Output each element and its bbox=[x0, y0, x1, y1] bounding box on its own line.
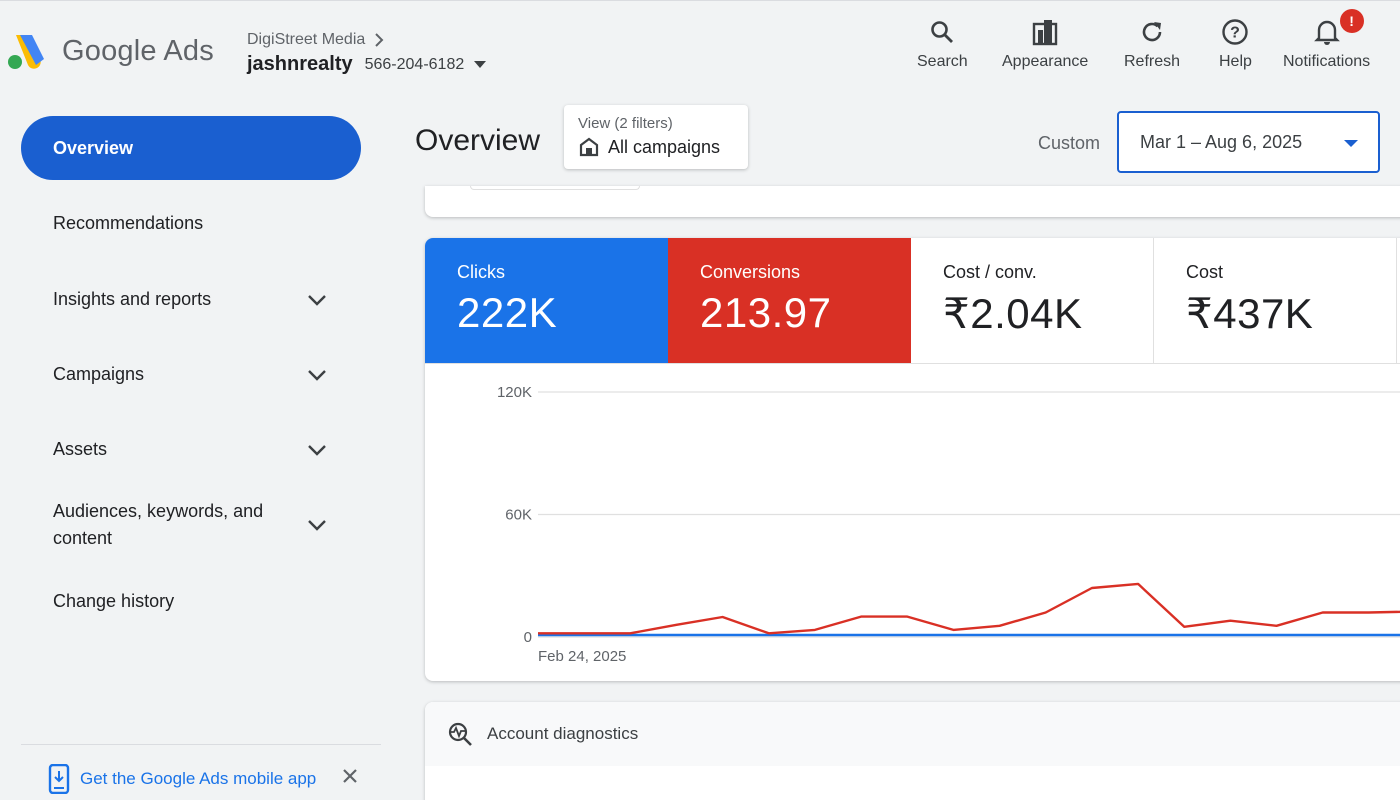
page-title: Overview bbox=[415, 124, 541, 157]
date-preset-label: Custom bbox=[1038, 133, 1101, 153]
sidebar-item-recommendations[interactable]: Recommendations bbox=[53, 210, 353, 237]
sidebar-item-insights-and-reports[interactable]: Insights and reports bbox=[53, 286, 353, 313]
metric-value: ₹437K bbox=[1186, 290, 1314, 337]
metric-value: ₹2.04K bbox=[943, 290, 1083, 337]
refresh-icon bbox=[1137, 17, 1167, 47]
search-icon bbox=[927, 17, 957, 47]
sidebar-item-assets[interactable]: Assets bbox=[53, 436, 353, 463]
help-label: Help bbox=[1219, 53, 1252, 70]
search-button[interactable]: Search bbox=[917, 17, 968, 71]
metric-tile-cost-per-conversion[interactable]: Cost / conv. ₹2.04K bbox=[911, 238, 1154, 363]
metric-label: Cost bbox=[1186, 262, 1224, 282]
date-range-picker[interactable]: Mar 1 – Aug 6, 2025 bbox=[1117, 111, 1380, 173]
refresh-button[interactable]: Refresh bbox=[1124, 17, 1180, 71]
metric-label: Clicks bbox=[457, 262, 505, 282]
view-filter-label: View (2 filters) bbox=[578, 115, 673, 132]
chevron-down-icon bbox=[305, 438, 329, 462]
account-name: jashnrealty bbox=[247, 53, 353, 75]
view-filter-value-text: All campaigns bbox=[608, 136, 721, 157]
notification-badge: ! bbox=[1339, 9, 1364, 33]
mobile-app-label: Get the Google Ads mobile app bbox=[80, 769, 317, 788]
metrics-divider bbox=[425, 363, 1400, 364]
refresh-label: Refresh bbox=[1124, 53, 1181, 70]
metric-tile-clicks[interactable]: Clicks 222K bbox=[425, 238, 668, 363]
account-id: 566-204-6182 bbox=[364, 55, 465, 73]
metric-tile-conversions[interactable]: Conversions 213.97 bbox=[668, 238, 911, 363]
notifications-button[interactable]: ! Notifications bbox=[1283, 9, 1371, 71]
sidebar-item-label: Audiences, keywords, and content bbox=[53, 501, 264, 548]
metric-label: Cost / conv. bbox=[943, 262, 1037, 282]
account-diagnostics-title: Account diagnostics bbox=[487, 724, 639, 743]
performance-line-chart: 120K 60K 0 Feb 24, 2025 bbox=[497, 384, 1400, 665]
bell-icon: ! bbox=[1312, 9, 1364, 47]
sidebar-item-campaigns[interactable]: Campaigns bbox=[53, 361, 353, 388]
campaign-icon bbox=[579, 137, 599, 157]
diagnostics-icon bbox=[448, 722, 472, 746]
account-breadcrumb[interactable]: DigiStreet Media bbox=[247, 31, 385, 49]
mobile-app-link[interactable]: Get the Google Ads mobile app bbox=[48, 764, 316, 794]
parent-account-label: DigiStreet Media bbox=[247, 31, 366, 48]
svg-text:?: ? bbox=[1231, 25, 1241, 42]
appearance-label: Appearance bbox=[1002, 53, 1089, 70]
appearance-icon bbox=[1030, 17, 1060, 47]
sidebar-item-label: Campaigns bbox=[53, 364, 145, 384]
search-label: Search bbox=[917, 53, 968, 70]
x-start-label: Feb 24, 2025 bbox=[538, 648, 626, 665]
summary-card bbox=[425, 186, 1400, 217]
help-icon: ? bbox=[1220, 17, 1250, 47]
y-tick-label: 60K bbox=[505, 507, 532, 524]
phone-icon bbox=[48, 764, 70, 794]
help-button[interactable]: ? Help bbox=[1219, 17, 1252, 71]
card-control-stub bbox=[470, 186, 640, 190]
performance-chart-card: Clicks 222K Conversions 213.97 Cost / co… bbox=[425, 238, 1400, 681]
series-line-conversions bbox=[538, 582, 1400, 635]
top-header: Google Ads DigiStreet Media jashnrealty … bbox=[0, 0, 1400, 100]
metric-value: 213.97 bbox=[700, 289, 832, 336]
sidebar-item-label: Assets bbox=[53, 439, 108, 459]
chevron-down-icon bbox=[305, 288, 329, 312]
metric-label: Conversions bbox=[700, 262, 801, 282]
sidebar-item-overview[interactable]: Overview bbox=[21, 116, 361, 180]
sidebar-item-label: Recommendations bbox=[53, 213, 204, 233]
sidebar-item-label: Change history bbox=[53, 591, 175, 611]
sidebar-item-audiences-keywords-content[interactable]: Audiences, keywords, and content bbox=[53, 498, 353, 552]
view-filter-value: All campaigns bbox=[578, 136, 734, 158]
y-tick-label: 0 bbox=[524, 629, 532, 646]
date-range-value: Mar 1 – Aug 6, 2025 bbox=[1140, 131, 1303, 152]
sidebar-divider bbox=[21, 744, 381, 745]
caret-down-icon bbox=[474, 61, 487, 68]
account-selector[interactable]: jashnrealty 566-204-6182 bbox=[247, 53, 487, 76]
notifications-label: Notifications bbox=[1283, 53, 1371, 70]
account-diagnostics-card: Account diagnostics bbox=[425, 702, 1400, 800]
sidebar-item-change-history[interactable]: Change history bbox=[53, 588, 353, 615]
metric-value: 222K bbox=[457, 289, 558, 336]
view-filter-selector[interactable]: View (2 filters) All campaigns bbox=[564, 105, 748, 169]
account-diagnostics-header[interactable]: Account diagnostics bbox=[425, 702, 1400, 766]
metric-tile-cost[interactable]: Cost ₹437K bbox=[1154, 238, 1397, 363]
caret-down-icon bbox=[1344, 140, 1358, 147]
appearance-button[interactable]: Appearance bbox=[1002, 17, 1088, 71]
chevron-down-icon bbox=[305, 363, 329, 387]
google-ads-logo bbox=[8, 35, 44, 69]
chevron-right-icon bbox=[375, 33, 384, 47]
close-icon[interactable] bbox=[340, 766, 360, 786]
brand-name: Google Ads bbox=[62, 35, 214, 67]
sidebar-item-label: Insights and reports bbox=[53, 289, 212, 309]
chevron-down-icon bbox=[305, 513, 329, 537]
y-tick-label: 120K bbox=[497, 384, 532, 401]
